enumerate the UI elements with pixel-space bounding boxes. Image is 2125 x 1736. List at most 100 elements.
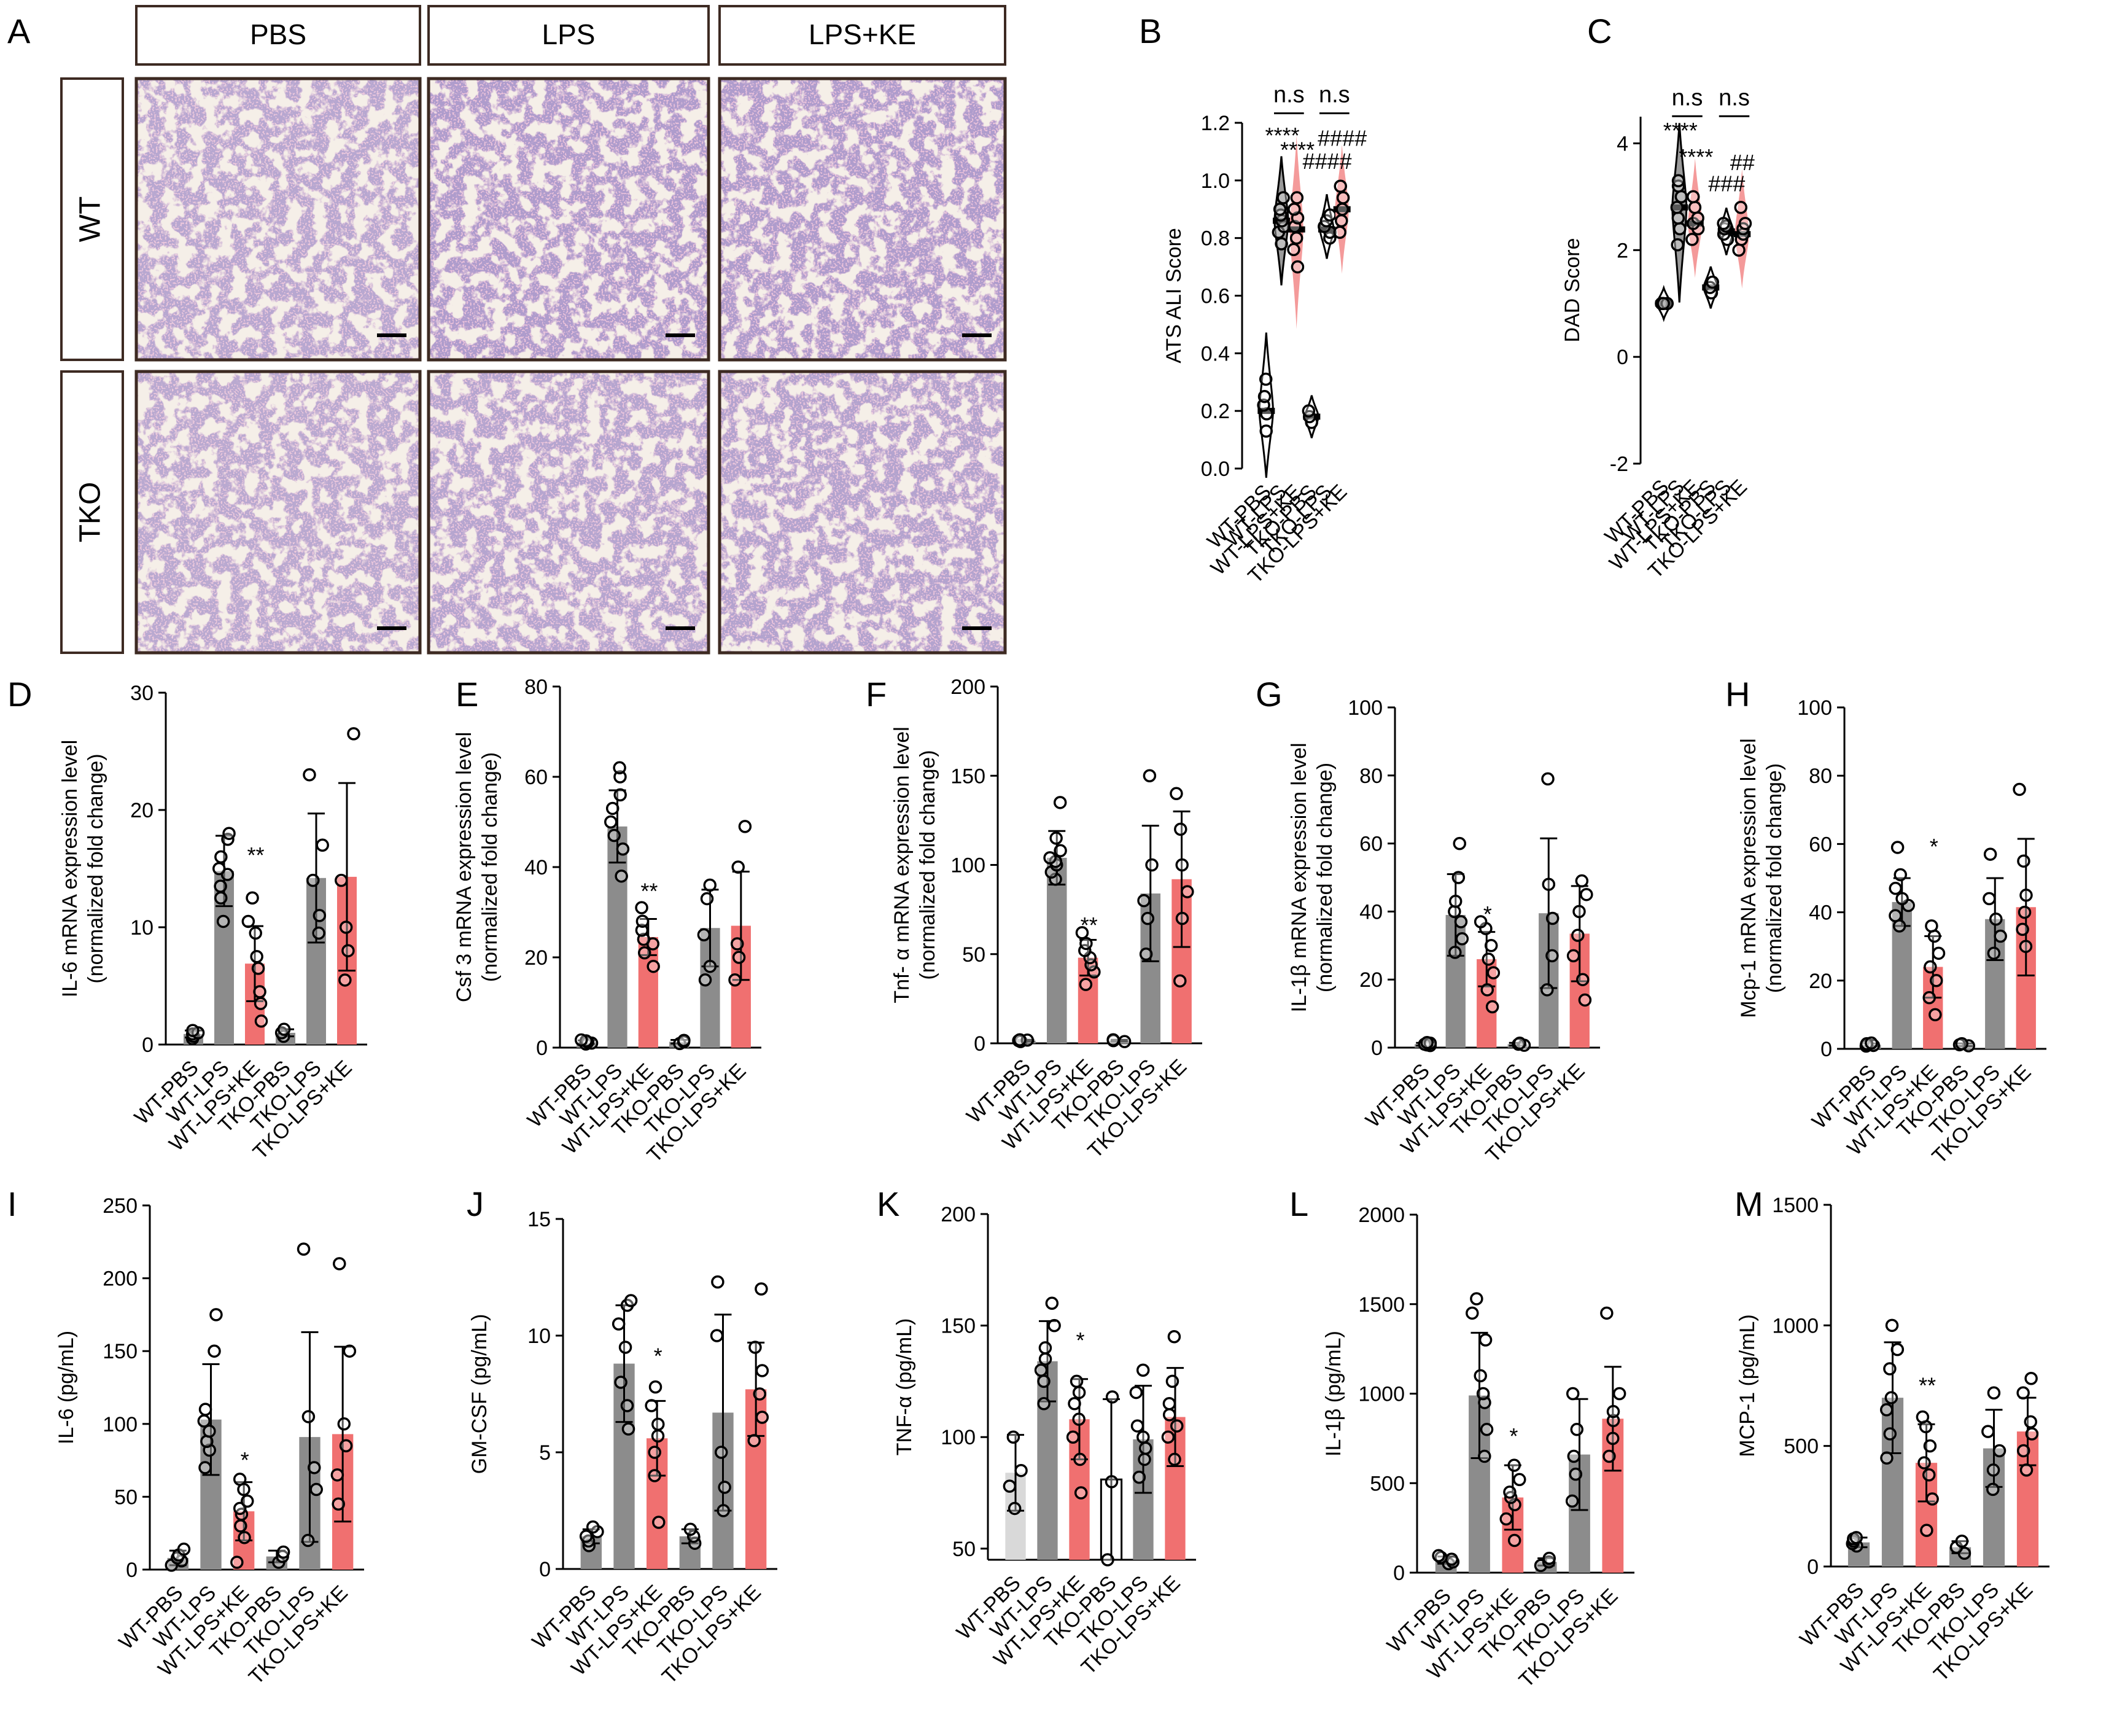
data-point bbox=[1275, 237, 1288, 251]
y-tick-label: 50 bbox=[114, 1485, 138, 1509]
data-point bbox=[301, 1533, 315, 1547]
data-point bbox=[2017, 854, 2030, 868]
data-point bbox=[1889, 881, 1902, 895]
data-point bbox=[1334, 179, 1347, 193]
y-tick-label: 0 bbox=[126, 1559, 138, 1582]
data-point bbox=[1170, 787, 1183, 801]
micrograph-frame bbox=[427, 370, 710, 655]
data-point bbox=[677, 1033, 691, 1047]
data-point bbox=[607, 828, 621, 843]
panel-label-l: L bbox=[1289, 1185, 1308, 1223]
y-tick-label: 1000 bbox=[1772, 1314, 1819, 1337]
y-axis-label: IL-1β mRNA expression level bbox=[1288, 742, 1311, 1012]
y-axis-label-secondary: (normalized fold change) bbox=[1763, 763, 1786, 993]
column-header-box bbox=[427, 5, 710, 66]
data-point bbox=[1302, 404, 1316, 418]
data-point bbox=[1073, 1452, 1087, 1466]
data-point bbox=[1606, 1431, 1620, 1446]
data-point bbox=[1987, 946, 2001, 960]
data-point bbox=[2019, 940, 2033, 953]
data-point bbox=[309, 1482, 323, 1497]
data-point bbox=[1053, 796, 1067, 809]
data-point bbox=[2024, 1371, 2038, 1385]
data-point bbox=[1849, 1531, 1863, 1544]
y-axis-label: GM-CSF (pg/mL) bbox=[468, 1314, 491, 1474]
data-point bbox=[347, 727, 360, 741]
data-point bbox=[1038, 1352, 1052, 1366]
data-point bbox=[1734, 201, 1747, 214]
data-point bbox=[1075, 926, 1089, 940]
data-point bbox=[732, 951, 746, 964]
data-point bbox=[1923, 1439, 1937, 1453]
y-axis-label-secondary: (normalized fold change) bbox=[916, 750, 939, 979]
data-point bbox=[177, 1543, 191, 1556]
data-point bbox=[1685, 233, 1699, 246]
data-point bbox=[1145, 858, 1159, 872]
comparison-label: n.s bbox=[1273, 82, 1305, 108]
data-point bbox=[1335, 203, 1349, 216]
y-axis-label-secondary: (normalized fold change) bbox=[1313, 763, 1337, 992]
y-axis-label: Tnf- α mRNA expression level bbox=[890, 726, 914, 1003]
data-point bbox=[214, 891, 228, 905]
data-point bbox=[1259, 372, 1273, 386]
data-point bbox=[1139, 948, 1153, 961]
data-point bbox=[717, 1504, 730, 1517]
data-point bbox=[1448, 895, 1463, 908]
data-point bbox=[1087, 965, 1101, 979]
data-point bbox=[1673, 222, 1687, 236]
data-point bbox=[1513, 1473, 1526, 1487]
y-tick-label: 50 bbox=[962, 943, 985, 967]
data-point bbox=[1691, 211, 1704, 225]
y-tick-label: 0.6 bbox=[1201, 285, 1230, 308]
comparison-label: n.s bbox=[1319, 82, 1350, 108]
data-point bbox=[1660, 297, 1674, 310]
data-point bbox=[1565, 1494, 1579, 1508]
data-point bbox=[731, 937, 744, 951]
data-point bbox=[1043, 851, 1057, 865]
data-point bbox=[1455, 932, 1469, 946]
data-point bbox=[238, 1531, 251, 1544]
data-point bbox=[1037, 1396, 1051, 1411]
column-header-box bbox=[718, 5, 1006, 66]
y-tick-label: 0 bbox=[539, 1558, 551, 1581]
data-point bbox=[1259, 424, 1273, 438]
data-point bbox=[1482, 952, 1496, 966]
data-point bbox=[251, 962, 265, 975]
data-point bbox=[1290, 191, 1304, 204]
data-point bbox=[714, 1446, 728, 1459]
significance-mark: **** bbox=[1280, 137, 1315, 162]
data-point bbox=[1606, 1414, 1620, 1427]
data-point bbox=[1003, 1479, 1017, 1493]
data-point bbox=[647, 959, 660, 973]
y-axis-label: ATS ALI Score bbox=[1162, 228, 1186, 363]
significance-mark: #### bbox=[1302, 149, 1352, 174]
data-point bbox=[698, 973, 712, 987]
panel-label-b: B bbox=[1139, 12, 1162, 50]
data-point bbox=[1983, 892, 1996, 906]
data-point bbox=[624, 1294, 638, 1307]
data-point bbox=[1476, 1387, 1490, 1401]
data-point bbox=[1008, 1501, 1022, 1516]
y-tick-label: 200 bbox=[103, 1267, 138, 1291]
y-axis-label: Mcp-1 mRNA expression level bbox=[1737, 738, 1760, 1018]
data-point bbox=[1572, 905, 1586, 919]
data-point bbox=[1034, 1363, 1048, 1377]
data-point bbox=[1333, 225, 1346, 239]
data-point bbox=[1920, 1524, 1933, 1537]
data-point bbox=[198, 1403, 212, 1416]
data-point bbox=[1047, 1318, 1061, 1333]
data-point bbox=[241, 914, 255, 928]
data-point bbox=[1688, 201, 1702, 214]
data-point bbox=[339, 921, 353, 934]
data-point bbox=[1671, 174, 1685, 188]
y-tick-label: 10 bbox=[527, 1325, 551, 1348]
data-point bbox=[203, 1424, 216, 1438]
data-point bbox=[337, 1417, 351, 1431]
panel-label-e: E bbox=[456, 675, 478, 714]
comparison-label: n.s bbox=[1719, 85, 1750, 111]
data-point bbox=[710, 1329, 724, 1342]
panel-label-i: I bbox=[7, 1185, 17, 1223]
data-point bbox=[1014, 1463, 1028, 1477]
